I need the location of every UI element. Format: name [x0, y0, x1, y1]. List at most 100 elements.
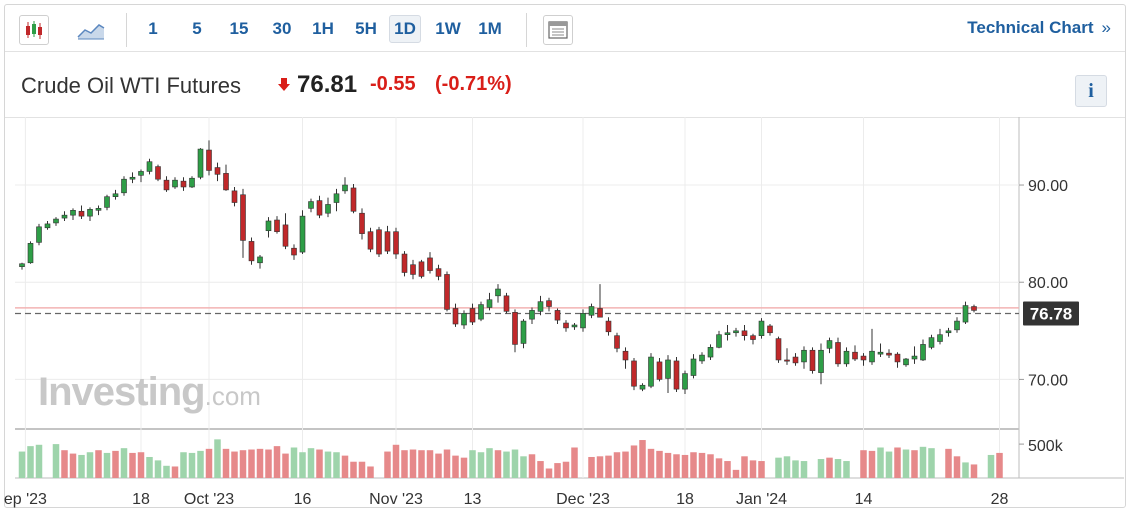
candle-body [520, 320, 527, 344]
candle-body [87, 209, 93, 217]
interval-5[interactable]: 5 [192, 19, 202, 38]
volume-bar [418, 450, 425, 478]
candle [257, 255, 263, 269]
interval-1[interactable]: 1 [148, 19, 158, 38]
candle [19, 262, 25, 270]
volume-bar [690, 452, 697, 478]
volume-bar [834, 459, 842, 478]
candle-body [257, 256, 263, 264]
candle [61, 211, 68, 221]
interval-1d[interactable]: 1D [389, 15, 421, 43]
candle [308, 198, 314, 213]
candle-body [146, 161, 153, 172]
volume-bar [953, 456, 961, 478]
quote-header: Crude Oil WTI Futures 76.81 -0.55 (-0.71… [5, 53, 1125, 118]
volume-bar [715, 458, 723, 478]
candle [597, 284, 603, 318]
volume-bar [554, 463, 561, 478]
candle [512, 309, 518, 353]
volume-bar [401, 450, 408, 478]
area-chart-icon[interactable] [75, 17, 107, 43]
candle-body [937, 334, 943, 342]
candle [622, 347, 629, 369]
volume-bar [18, 451, 26, 478]
candle [138, 169, 144, 183]
candle-body [418, 261, 425, 277]
y-tick-label: 90.00 [1028, 178, 1068, 195]
volume-bar [775, 457, 782, 478]
volume-bar [962, 462, 969, 478]
candle-body [784, 359, 790, 362]
chart-widget: 1 5 15 30 1H 5H 1D 1W 1M Technical Chart» Crude … [4, 4, 1126, 508]
volume-bar [596, 456, 604, 478]
candle [163, 176, 170, 192]
candle-body [792, 356, 799, 364]
volume-bar [843, 461, 850, 478]
volume-bar [265, 449, 272, 478]
candle [384, 225, 391, 255]
candle [716, 330, 722, 349]
candle [325, 197, 331, 218]
technical-chart-label: Technical Chart [967, 18, 1094, 37]
candle-body [690, 358, 697, 376]
candle [155, 164, 161, 182]
candle [656, 358, 663, 382]
candle-body [461, 313, 467, 326]
table-view-icon[interactable] [543, 15, 573, 45]
volume-bar [367, 466, 374, 478]
candle [112, 189, 119, 200]
candle [427, 252, 433, 274]
interval-5h[interactable]: 5H [355, 19, 377, 38]
volume-bar [783, 456, 791, 478]
volume-bar [545, 468, 553, 478]
candle-body [529, 310, 535, 320]
candle-body [894, 353, 901, 363]
volume-bar [647, 448, 655, 478]
down-arrow-icon [278, 78, 290, 91]
volume-bar [817, 459, 825, 478]
candle [869, 328, 875, 365]
candlestick-chart-icon[interactable] [19, 15, 49, 45]
volume-bar [562, 461, 570, 478]
candle [503, 292, 510, 314]
volume-bar [350, 461, 357, 478]
technical-chart-link[interactable]: Technical Chart » [967, 18, 1111, 38]
candle [733, 327, 739, 337]
candle-body [342, 184, 348, 192]
interval-1m[interactable]: 1M [478, 19, 502, 38]
volume-bar [307, 448, 315, 478]
info-button[interactable]: i [1075, 75, 1107, 107]
candle [903, 358, 909, 367]
interval-15[interactable]: 15 [229, 19, 249, 38]
candle-body [282, 224, 289, 247]
x-tick-label: 18 [676, 491, 694, 508]
volume-bar [970, 464, 978, 478]
interval-1h[interactable]: 1H [312, 19, 334, 38]
candle [699, 352, 705, 364]
candle-body [359, 212, 365, 234]
candle [87, 207, 93, 221]
volume-bar [129, 452, 136, 478]
volume-bar [154, 460, 162, 478]
volume-bar [333, 452, 340, 478]
candle [818, 343, 824, 385]
interval-1w[interactable]: 1W [435, 19, 461, 38]
candle-body [733, 330, 739, 334]
interval-30[interactable]: 30 [272, 19, 292, 38]
candle-body [809, 349, 816, 371]
volume-bar [452, 455, 459, 478]
candle [690, 354, 697, 379]
candle [223, 164, 229, 191]
volume-bar [698, 452, 706, 478]
candle-body [903, 358, 909, 366]
candle [520, 319, 527, 349]
candle [639, 383, 646, 392]
candle [444, 271, 450, 312]
volume-bar [120, 448, 128, 478]
candle-body [206, 149, 212, 171]
candle [843, 347, 850, 367]
candle [486, 292, 493, 311]
candle-body [291, 247, 297, 256]
candle [529, 307, 535, 325]
candle-body [495, 288, 501, 297]
